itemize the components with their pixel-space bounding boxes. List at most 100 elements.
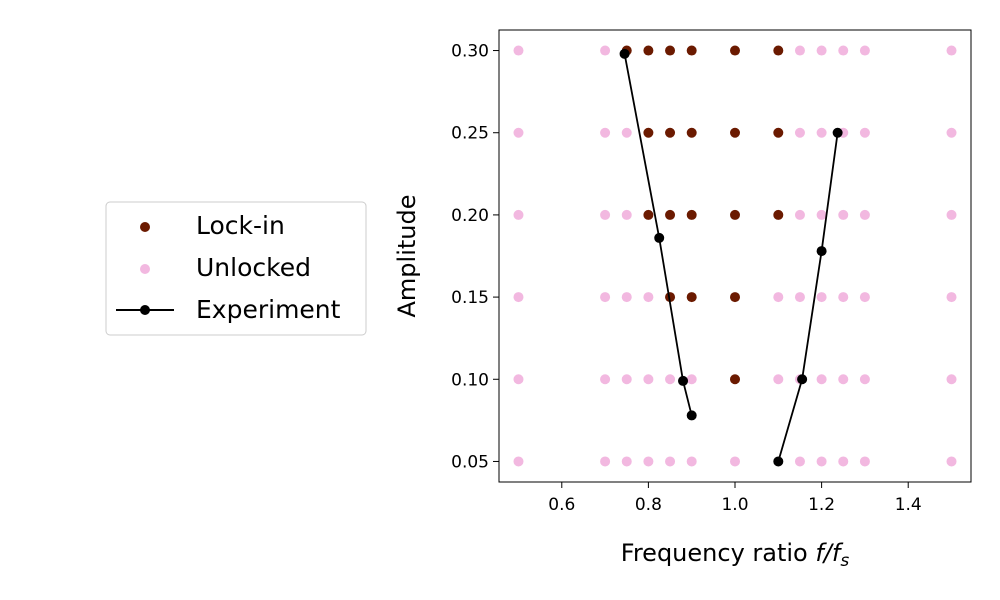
- experiment-point: [686, 410, 697, 421]
- y-tick-label: 0.15: [451, 288, 489, 308]
- experiment-point: [797, 374, 808, 385]
- lock-in-point: [773, 209, 784, 220]
- y-tick-label: 0.10: [451, 370, 489, 390]
- y-axis: 0.05 0.10 0.15 0.20 0.25 0.30: [451, 42, 499, 472]
- unlocked-point: [600, 292, 611, 303]
- legend-label-unlocked: Unlocked: [196, 253, 311, 282]
- y-tick-label: 0.20: [451, 206, 489, 226]
- lock-in-point: [665, 292, 676, 303]
- unlocked-point: [600, 456, 611, 467]
- unlocked-point: [794, 127, 805, 138]
- x-axis-title-main: Frequency ratio: [621, 539, 816, 567]
- experiment-point: [654, 232, 665, 243]
- unlocked-point: [643, 292, 654, 303]
- unlocked-point: [838, 209, 849, 220]
- unlocked-point: [773, 374, 784, 385]
- unlocked-point: [859, 456, 870, 467]
- unlocked-point: [946, 45, 957, 56]
- x-tick-label: 0.8: [635, 495, 662, 515]
- unlocked-point: [946, 127, 957, 138]
- unlocked-point: [816, 374, 827, 385]
- unlocked-point: [859, 374, 870, 385]
- unlocked-point: [859, 292, 870, 303]
- lock-in-point: [665, 209, 676, 220]
- y-tick-label: 0.30: [451, 42, 489, 62]
- unlocked-point: [816, 209, 827, 220]
- legend-label-experiment: Experiment: [196, 295, 341, 324]
- lock-in-point: [730, 374, 740, 385]
- legend-marker-lock-in: [140, 222, 150, 232]
- unlocked-point: [621, 127, 632, 138]
- experiment-point: [832, 127, 843, 138]
- unlocked-point: [794, 292, 805, 303]
- legend-label-lock-in: Lock-in: [196, 211, 285, 240]
- unlocked-point: [643, 374, 654, 385]
- x-tick-label: 0.6: [548, 495, 575, 515]
- lock-in-point: [773, 45, 784, 56]
- data-marks: [513, 45, 957, 467]
- unlocked-point: [816, 127, 827, 138]
- lock-in-point: [686, 127, 697, 138]
- experiment-point: [678, 375, 689, 386]
- unlocked-point: [643, 456, 654, 467]
- legend-box: [105, 201, 367, 336]
- unlocked-point: [859, 45, 870, 56]
- unlocked-point: [513, 292, 524, 303]
- lock-in-point: [730, 127, 740, 138]
- x-axis-title-sub: s: [840, 551, 849, 571]
- unlocked-point: [838, 456, 849, 467]
- lock-in-point: [643, 127, 654, 138]
- legend-marker-unlocked: [140, 264, 150, 274]
- lock-in-point: [730, 209, 740, 220]
- experiment-line: [777, 132, 839, 462]
- x-axis-title-math: f/f: [815, 539, 844, 567]
- unlocked-point: [816, 456, 827, 467]
- x-tick-label: 1.4: [895, 495, 922, 515]
- unlocked-point: [794, 45, 805, 56]
- unlocked-point: [665, 374, 676, 385]
- x-axis-title: Frequency ratio f/fs: [621, 539, 850, 571]
- unlocked-point: [838, 45, 849, 56]
- y-axis-title: Amplitude: [393, 195, 421, 318]
- unlocked-point: [513, 127, 524, 138]
- unlocked-point: [859, 209, 870, 220]
- y-tick-label: 0.05: [451, 452, 489, 472]
- unlocked-point: [816, 45, 827, 56]
- unlocked-point: [513, 209, 524, 220]
- unlocked-point: [621, 374, 632, 385]
- unlocked-point: [794, 209, 805, 220]
- x-tick-label: 1.2: [808, 495, 835, 515]
- unlocked-point: [946, 374, 957, 385]
- y-tick-label: 0.25: [451, 124, 489, 144]
- unlocked-point: [600, 209, 611, 220]
- unlocked-point: [513, 45, 524, 56]
- unlocked-point: [600, 127, 611, 138]
- lock-in-point: [643, 45, 654, 56]
- unlocked-point: [686, 374, 697, 385]
- unlocked-point: [600, 45, 611, 56]
- lock-in-point: [773, 127, 784, 138]
- lock-in-point: [686, 209, 697, 220]
- unlocked-point: [665, 456, 676, 467]
- unlocked-point: [859, 127, 870, 138]
- plot-area: [498, 29, 972, 483]
- experiment-point: [619, 48, 630, 59]
- lock-in-point: [643, 209, 654, 220]
- unlocked-point: [513, 456, 524, 467]
- unlocked-point: [621, 209, 632, 220]
- unlocked-point: [838, 374, 849, 385]
- unlocked-point: [838, 292, 849, 303]
- unlocked-point: [946, 456, 957, 467]
- unlocked-point: [794, 456, 805, 467]
- experiment-line: [623, 53, 693, 416]
- lock-in-point: [686, 292, 697, 303]
- unlocked-point: [946, 292, 957, 303]
- unlocked-point: [946, 209, 957, 220]
- lock-in-point: [665, 45, 676, 56]
- lock-in-point: [730, 45, 740, 56]
- unlocked-point: [773, 292, 784, 303]
- legend: Lock-in Unlocked Experiment: [105, 201, 367, 336]
- unlocked-point: [621, 456, 632, 467]
- unlocked-point: [730, 456, 740, 467]
